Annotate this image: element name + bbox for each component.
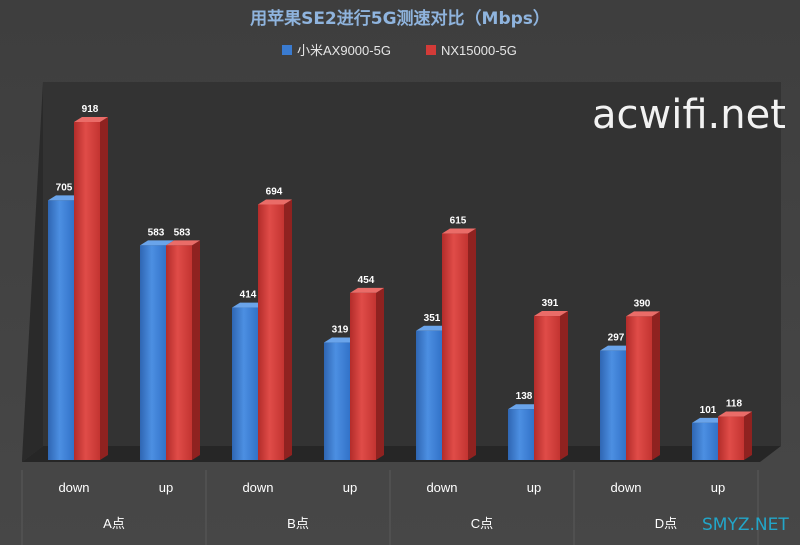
value-labels: 705 918 583 583 414 694 319 454 351 615 138 391 297 3… [56,104,743,416]
data-label: 118 [726,399,743,410]
x-tick-label: down [58,480,89,495]
data-label: 454 [358,275,375,286]
legend: 小米AX9000-5G NX15000-5G [282,43,517,58]
data-label: 101 [700,405,717,416]
group-label: A点 [103,516,125,531]
data-label: 390 [634,298,651,309]
data-label: 351 [424,313,441,324]
bar [442,228,476,460]
legend-swatch [426,45,436,55]
bar [534,311,568,460]
data-label: 391 [542,298,559,309]
data-label: 615 [450,216,467,227]
bar [718,411,752,460]
data-label: 705 [56,182,73,193]
data-label: 583 [148,227,165,238]
x-axis: down up down up down up down up A点 B点 C点 D点 [21,470,759,545]
group-label: B点 [287,516,309,531]
chart-title: 用苹果SE2进行5G测速对比（Mbps） [250,8,550,29]
legend-swatch [282,45,292,55]
data-label: 694 [266,186,283,197]
data-label: 138 [516,391,533,402]
legend-item: 小米AX9000-5G [282,43,391,58]
legend-item: NX15000-5G [426,43,517,58]
bar [508,404,542,460]
data-label: 583 [174,227,191,238]
bar [166,240,200,460]
corner-watermark: SMYZ.NET [702,515,789,535]
x-tick-label: down [610,480,641,495]
plot-area [22,82,781,462]
bar [626,311,660,460]
x-tick-label: down [242,480,273,495]
bar [350,287,384,460]
legend-label: NX15000-5G [441,43,517,58]
bar [258,199,292,460]
bars [48,117,752,460]
x-tick-label: up [343,480,357,495]
legend-label: 小米AX9000-5G [297,43,391,58]
watermark-text: acwifi.net [592,92,786,138]
bar [74,117,108,460]
x-tick-label: down [426,480,457,495]
x-tick-label: up [527,480,541,495]
x-tick-label: up [159,480,173,495]
data-label: 319 [332,325,349,336]
data-label: 297 [608,333,625,344]
group-label: C点 [471,516,493,531]
x-tick-label: up [711,480,725,495]
group-label: D点 [655,516,677,531]
data-label: 414 [240,290,257,301]
data-label: 918 [82,104,99,115]
